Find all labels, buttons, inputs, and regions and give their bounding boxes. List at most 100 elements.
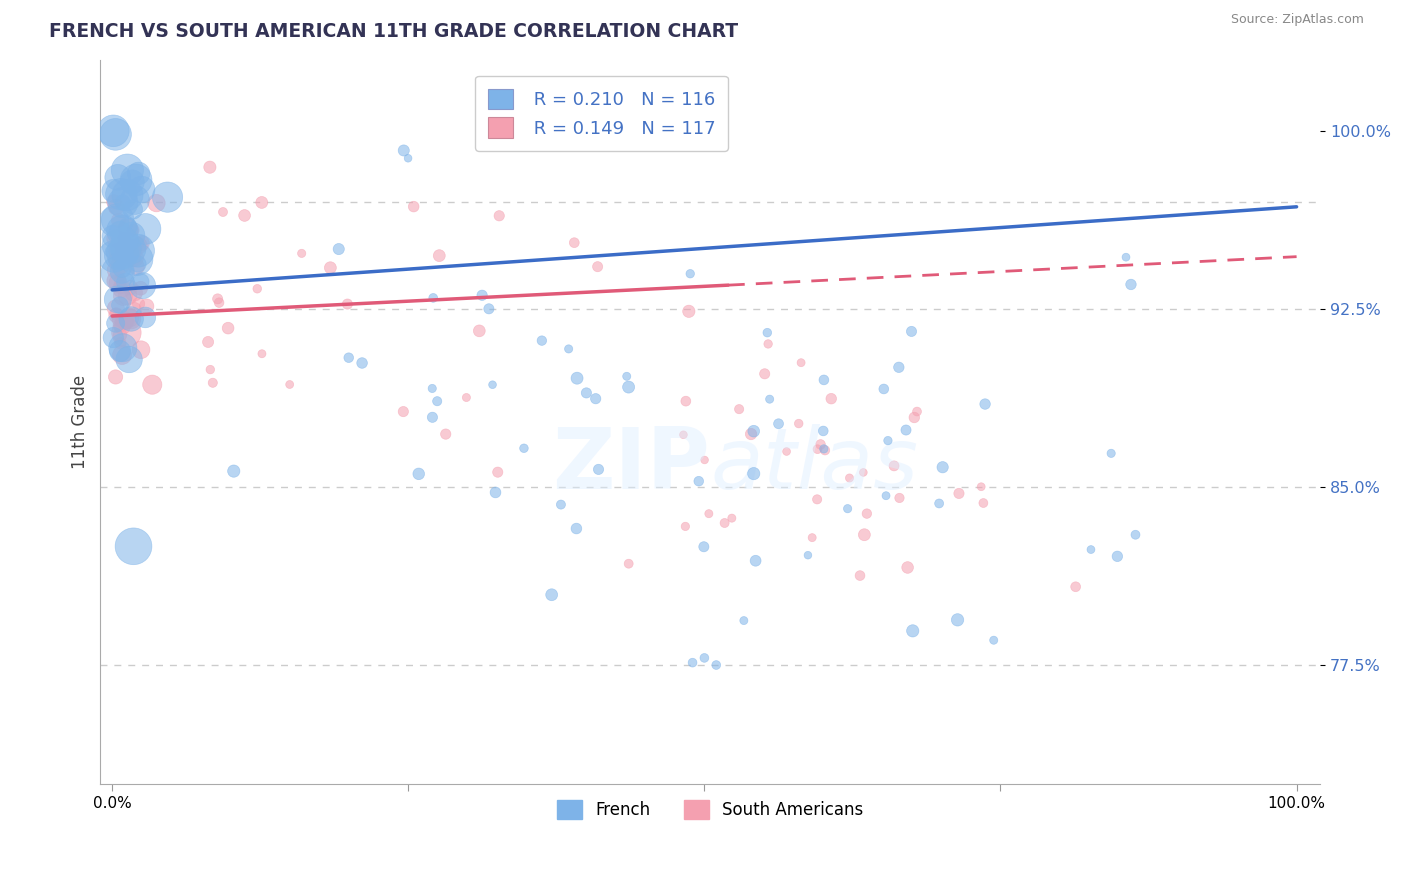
Point: [540, 588, 562, 602]
Point: [104, 128, 127, 142]
Point: [873, 382, 896, 396]
Point: [108, 318, 131, 333]
Point: [108, 273, 131, 287]
Point: [105, 263, 128, 277]
Point: [688, 474, 710, 488]
Point: [103, 214, 125, 228]
Point: [111, 261, 134, 276]
Point: [107, 266, 129, 280]
Point: [108, 344, 131, 359]
Point: [112, 242, 135, 256]
Point: [1107, 549, 1129, 564]
Point: [125, 237, 148, 252]
Point: [974, 397, 997, 411]
Point: [672, 427, 695, 442]
Point: [200, 362, 222, 376]
Point: [103, 195, 125, 210]
Point: [110, 282, 132, 296]
Point: [565, 371, 588, 385]
Point: [107, 213, 129, 227]
Point: [108, 298, 131, 312]
Point: [392, 404, 415, 418]
Point: [122, 285, 145, 300]
Point: [562, 235, 585, 250]
Point: [111, 341, 134, 355]
Point: [328, 242, 350, 256]
Point: [758, 392, 780, 406]
Point: [693, 540, 716, 554]
Point: [198, 160, 221, 174]
Point: [118, 241, 141, 255]
Point: [838, 471, 860, 485]
Point: [875, 489, 897, 503]
Point: [117, 239, 139, 253]
Point: [291, 246, 314, 260]
Point: [114, 313, 136, 327]
Point: [970, 480, 993, 494]
Point: [617, 380, 640, 394]
Point: [427, 249, 450, 263]
Point: [250, 195, 273, 210]
Point: [775, 444, 797, 458]
Point: [108, 312, 131, 326]
Point: [104, 370, 127, 384]
Point: [471, 288, 494, 302]
Point: [742, 467, 765, 481]
Point: [790, 356, 813, 370]
Point: [145, 196, 167, 211]
Point: [948, 486, 970, 500]
Point: [134, 310, 156, 325]
Point: [120, 312, 142, 326]
Point: [336, 297, 359, 311]
Point: [801, 531, 824, 545]
Point: [617, 557, 640, 571]
Point: [1099, 446, 1122, 460]
Point: [704, 658, 727, 673]
Point: [128, 166, 150, 180]
Text: atlas: atlas: [710, 424, 918, 507]
Point: [110, 244, 132, 259]
Point: [422, 410, 444, 425]
Point: [122, 302, 145, 317]
Point: [125, 173, 148, 187]
Point: [887, 360, 910, 375]
Point: [120, 312, 142, 326]
Point: [222, 464, 245, 478]
Point: [931, 460, 953, 475]
Y-axis label: 11th Grade: 11th Grade: [72, 375, 89, 468]
Point: [754, 367, 776, 381]
Point: [588, 462, 610, 476]
Point: [585, 392, 607, 406]
Point: [813, 442, 835, 456]
Point: [128, 238, 150, 252]
Point: [856, 507, 879, 521]
Point: [127, 244, 149, 258]
Point: [105, 244, 128, 259]
Point: [122, 539, 145, 553]
Point: [1080, 542, 1102, 557]
Point: [117, 289, 139, 303]
Point: [103, 330, 125, 344]
Point: [108, 248, 131, 262]
Point: [787, 417, 810, 431]
Point: [129, 275, 152, 289]
Point: [852, 466, 875, 480]
Point: [678, 304, 700, 318]
Point: [103, 184, 125, 198]
Point: [1115, 250, 1137, 264]
Point: [124, 193, 146, 207]
Point: [201, 376, 224, 390]
Point: [814, 443, 837, 458]
Point: [117, 188, 139, 202]
Point: [111, 265, 134, 279]
Point: [117, 163, 139, 178]
Point: [101, 229, 124, 244]
Point: [125, 260, 148, 274]
Point: [877, 434, 900, 448]
Point: [118, 310, 141, 325]
Point: [121, 228, 143, 243]
Point: [131, 278, 153, 293]
Point: [112, 289, 135, 303]
Point: [586, 260, 609, 274]
Point: [478, 301, 501, 316]
